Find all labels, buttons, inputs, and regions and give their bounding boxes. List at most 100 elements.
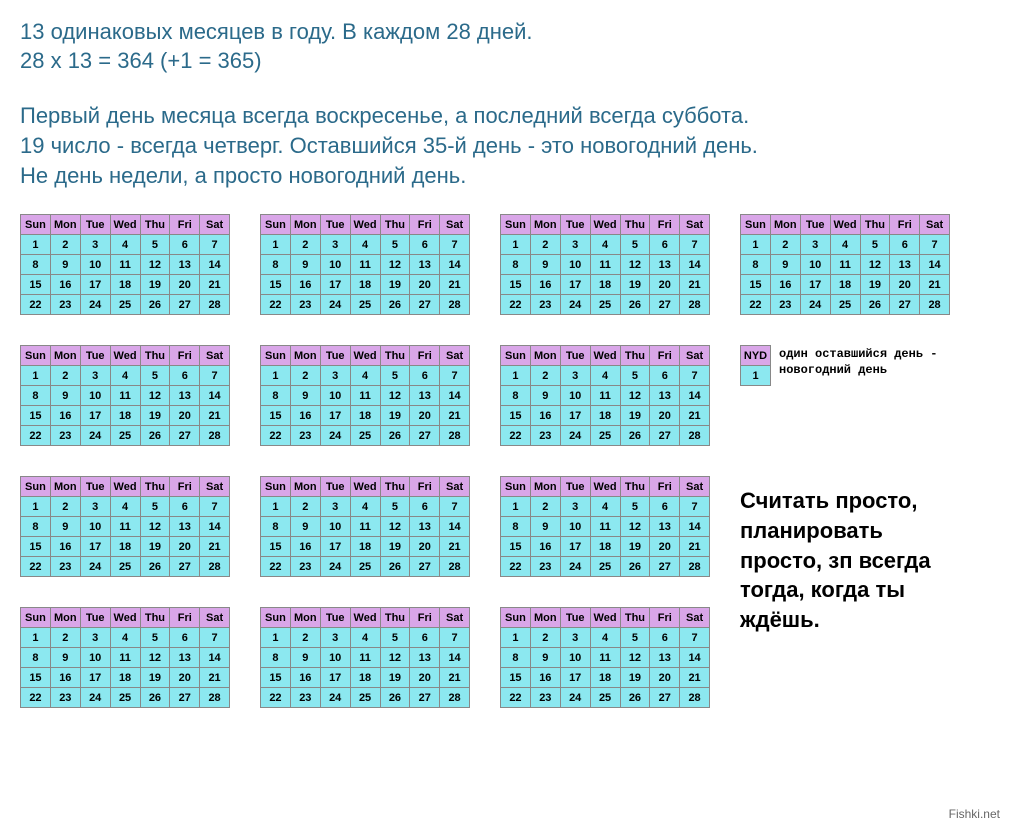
day-cell: 11 [110, 386, 140, 406]
day-cell: 1 [501, 366, 531, 386]
day-cell: 20 [890, 275, 920, 295]
day-header: Mon [50, 346, 80, 366]
day-cell: 12 [860, 255, 890, 275]
day-cell: 26 [380, 426, 410, 446]
day-cell: 21 [920, 275, 950, 295]
day-header: Thu [620, 608, 650, 628]
day-cell: 6 [650, 497, 680, 517]
day-cell: 1 [21, 497, 51, 517]
day-cell: 10 [80, 648, 110, 668]
day-header: Wed [590, 346, 620, 366]
day-cell: 22 [261, 426, 291, 446]
day-cell: 2 [50, 235, 80, 255]
day-header: Fri [170, 215, 200, 235]
day-cell: 7 [200, 366, 230, 386]
day-cell: 10 [320, 517, 350, 537]
desc-line1: Первый день месяца всегда воскресенье, а… [20, 101, 990, 131]
day-cell: 7 [200, 235, 230, 255]
day-cell: 7 [440, 497, 470, 517]
day-cell: 20 [410, 668, 440, 688]
header-text: 13 одинаковых месяцев в году. В каждом 2… [20, 18, 990, 75]
day-cell: 13 [650, 255, 680, 275]
day-cell: 21 [680, 537, 710, 557]
day-cell: 15 [261, 537, 291, 557]
day-cell: 5 [380, 628, 410, 648]
day-cell: 13 [650, 517, 680, 537]
day-cell: 27 [650, 688, 680, 708]
desc-line2: 19 число - всегда четверг. Оставшийся 35… [20, 131, 990, 161]
day-cell: 16 [50, 275, 80, 295]
day-cell: 6 [170, 366, 200, 386]
day-cell: 23 [530, 295, 560, 315]
day-cell: 9 [290, 517, 320, 537]
day-header: Fri [650, 477, 680, 497]
day-cell: 9 [770, 255, 800, 275]
day-cell: 18 [110, 406, 140, 426]
day-cell: 7 [440, 628, 470, 648]
day-cell: 11 [590, 648, 620, 668]
day-header: Tue [800, 215, 830, 235]
day-cell: 19 [380, 668, 410, 688]
day-cell: 5 [140, 628, 170, 648]
day-cell: 20 [650, 275, 680, 295]
day-cell: 1 [501, 628, 531, 648]
footer-text: Считать просто, планировать просто, зп в… [740, 476, 950, 634]
day-cell: 9 [530, 517, 560, 537]
day-cell: 8 [501, 255, 531, 275]
header-line1: 13 одинаковых месяцев в году. В каждом 2… [20, 18, 990, 47]
day-header: Sun [741, 215, 771, 235]
day-cell: 13 [410, 386, 440, 406]
day-cell: 9 [530, 255, 560, 275]
day-cell: 24 [320, 557, 350, 577]
day-cell: 16 [290, 406, 320, 426]
day-cell: 3 [320, 628, 350, 648]
day-cell: 20 [410, 406, 440, 426]
day-cell: 4 [590, 235, 620, 255]
day-cell: 5 [380, 497, 410, 517]
day-cell: 9 [50, 255, 80, 275]
day-header: Fri [890, 215, 920, 235]
day-cell: 21 [440, 537, 470, 557]
day-cell: 15 [501, 406, 531, 426]
day-cell: 11 [110, 517, 140, 537]
day-header: Sun [261, 346, 291, 366]
day-header: Wed [350, 477, 380, 497]
day-cell: 10 [320, 648, 350, 668]
day-cell: 6 [890, 235, 920, 255]
day-header: Tue [80, 346, 110, 366]
day-cell: 2 [290, 497, 320, 517]
day-cell: 28 [200, 688, 230, 708]
day-cell: 28 [200, 426, 230, 446]
day-cell: 18 [590, 668, 620, 688]
day-cell: 23 [530, 688, 560, 708]
day-cell: 13 [650, 648, 680, 668]
day-header: Sat [680, 477, 710, 497]
day-cell: 7 [440, 366, 470, 386]
day-cell: 20 [170, 406, 200, 426]
day-cell: 12 [620, 517, 650, 537]
day-cell: 24 [560, 426, 590, 446]
day-cell: 28 [200, 295, 230, 315]
day-cell: 14 [440, 255, 470, 275]
month-slot-7: SunMonTueWedThuFriSat1234567891011121314… [500, 345, 710, 446]
day-header: Tue [320, 608, 350, 628]
day-cell: 8 [21, 517, 51, 537]
day-header: Mon [50, 215, 80, 235]
day-cell: 3 [800, 235, 830, 255]
day-cell: 24 [80, 426, 110, 446]
day-cell: 3 [320, 366, 350, 386]
day-cell: 25 [350, 426, 380, 446]
day-cell: 22 [501, 426, 531, 446]
nyd-table: NYD 1 [740, 345, 771, 386]
day-cell: 16 [530, 275, 560, 295]
header-line2: 28 х 13 = 364 (+1 = 365) [20, 47, 990, 76]
day-cell: 8 [501, 517, 531, 537]
day-cell: 2 [50, 628, 80, 648]
calendar-grid: SunMonTueWedThuFriSat1234567891011121314… [20, 214, 990, 708]
day-cell: 17 [560, 537, 590, 557]
day-cell: 9 [290, 648, 320, 668]
day-cell: 8 [21, 386, 51, 406]
day-header: Wed [110, 346, 140, 366]
day-cell: 7 [200, 497, 230, 517]
day-cell: 22 [21, 295, 51, 315]
